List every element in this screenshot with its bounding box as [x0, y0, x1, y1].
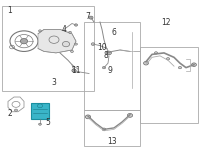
Circle shape [144, 61, 148, 65]
Circle shape [74, 24, 78, 26]
Circle shape [69, 31, 71, 33]
Text: 12: 12 [161, 17, 171, 27]
Text: 4: 4 [62, 25, 66, 34]
Circle shape [89, 16, 93, 19]
Bar [31, 103, 49, 119]
Text: 13: 13 [107, 137, 117, 146]
Text: 11: 11 [71, 66, 81, 75]
Text: 3: 3 [52, 78, 56, 87]
Bar [84, 110, 140, 146]
Circle shape [166, 58, 170, 60]
Circle shape [192, 63, 196, 66]
Circle shape [72, 69, 76, 72]
Circle shape [102, 128, 106, 131]
Text: 9: 9 [108, 66, 112, 75]
Text: 8: 8 [104, 51, 108, 60]
Circle shape [39, 123, 41, 125]
Circle shape [107, 51, 111, 55]
Bar [2, 6, 94, 91]
Circle shape [72, 69, 76, 72]
Text: 2: 2 [8, 109, 12, 118]
Circle shape [91, 43, 95, 45]
Circle shape [75, 43, 77, 45]
Circle shape [154, 52, 158, 54]
Circle shape [20, 39, 28, 44]
Bar [140, 47, 198, 123]
Text: 6: 6 [112, 28, 116, 37]
Text: 10: 10 [97, 42, 107, 52]
Polygon shape [38, 29, 76, 53]
Circle shape [178, 66, 182, 69]
Circle shape [37, 104, 43, 108]
Circle shape [127, 113, 133, 117]
Bar [84, 22, 140, 110]
Text: 1: 1 [8, 6, 12, 15]
Circle shape [85, 115, 91, 119]
Circle shape [102, 66, 106, 69]
Text: 5: 5 [46, 117, 50, 127]
Circle shape [14, 109, 18, 111]
Circle shape [39, 30, 41, 32]
Circle shape [62, 41, 70, 47]
Circle shape [71, 50, 73, 52]
Text: 7: 7 [86, 12, 90, 21]
